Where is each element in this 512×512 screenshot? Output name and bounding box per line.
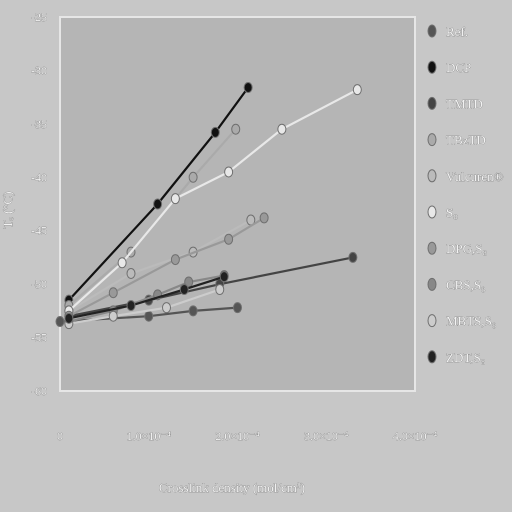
legend-label: MBTS,S₈ bbox=[446, 314, 496, 329]
data-point bbox=[219, 271, 229, 283]
legend-label: DPG,S₈ bbox=[446, 241, 487, 256]
data-point bbox=[188, 305, 198, 317]
series-layer bbox=[55, 82, 362, 330]
data-point bbox=[170, 193, 180, 205]
series-line bbox=[68, 219, 252, 312]
legend-label: Ref. bbox=[446, 24, 468, 39]
legend-marker bbox=[427, 96, 437, 110]
data-point bbox=[243, 82, 253, 94]
legend-marker bbox=[427, 24, 437, 38]
data-point bbox=[233, 302, 242, 314]
series-9 bbox=[64, 271, 229, 324]
y-axis-ticks: -25 -30 -35 -40 -45 -50 -55 -60 bbox=[31, 10, 48, 399]
series-line bbox=[59, 306, 238, 323]
legend-marker bbox=[427, 277, 437, 291]
x-axis-ticks: 0 1.0×10⁻⁴ 2.0×10⁻⁴ 3.0×10⁻⁴ 4.0×10⁻⁴ bbox=[57, 429, 438, 444]
data-point bbox=[348, 251, 358, 263]
legend-marker bbox=[427, 241, 437, 255]
legend-label: TBzTD bbox=[446, 133, 486, 148]
series-line bbox=[68, 88, 358, 312]
legend-label: CBS,S₈ bbox=[446, 277, 486, 292]
data-point bbox=[108, 310, 118, 322]
y-tick-label: -60 bbox=[31, 384, 47, 398]
y-tick-label: -45 bbox=[31, 224, 47, 238]
data-point bbox=[153, 198, 163, 210]
data-point bbox=[224, 166, 234, 178]
data-point bbox=[259, 212, 269, 224]
x-tick-label: 3.0×10⁻⁴ bbox=[304, 429, 348, 443]
legend-marker bbox=[427, 60, 437, 74]
data-point bbox=[126, 267, 136, 279]
data-point bbox=[352, 84, 362, 96]
data-point bbox=[144, 310, 154, 322]
plot-area bbox=[59, 16, 416, 392]
data-point bbox=[170, 254, 180, 266]
series-0 bbox=[55, 302, 242, 328]
x-tick-label: 0 bbox=[57, 429, 63, 443]
data-point bbox=[64, 312, 74, 324]
y-tick-label: -35 bbox=[31, 117, 47, 131]
data-point bbox=[117, 257, 127, 269]
legend-label: Vulcuren® bbox=[446, 169, 504, 184]
data-point bbox=[188, 171, 198, 183]
data-point bbox=[215, 283, 225, 295]
data-point bbox=[126, 300, 136, 312]
data-point bbox=[108, 287, 118, 299]
legend-marker bbox=[427, 133, 437, 147]
series-line bbox=[68, 86, 250, 301]
y-tick-label: -30 bbox=[31, 63, 47, 77]
legend-marker bbox=[427, 350, 437, 364]
legend-label: DCP bbox=[446, 60, 471, 75]
data-point bbox=[277, 123, 287, 135]
series-1 bbox=[64, 82, 253, 306]
data-point bbox=[231, 123, 241, 135]
legend-label: S₈ bbox=[446, 205, 458, 220]
x-axis-title: Crosslink density (mol/cm³) bbox=[159, 480, 305, 495]
y-tick-label: -40 bbox=[31, 170, 47, 184]
legend-label: TMTD bbox=[446, 96, 483, 111]
y-tick-label: -55 bbox=[31, 331, 47, 345]
x-tick-label: 4.0×10⁻⁴ bbox=[393, 429, 437, 443]
y-tick-label: -25 bbox=[31, 10, 47, 24]
x-tick-label: 1.0×10⁻⁴ bbox=[127, 429, 171, 443]
data-point bbox=[224, 233, 234, 245]
series-line bbox=[68, 288, 221, 325]
legend-marker bbox=[427, 314, 437, 328]
series-6 bbox=[64, 212, 269, 322]
legend-label: ZDT,S₈ bbox=[446, 350, 485, 365]
x-tick-label: 2.0×10⁻⁴ bbox=[215, 429, 259, 443]
legend: Ref. DCP TMTD TBzTD Vulcuren® S₈ DPG,S₈ CBS,S₈ M… bbox=[427, 24, 504, 365]
y-axis-title: Tₑ (°C) bbox=[0, 191, 15, 228]
data-point bbox=[210, 126, 220, 138]
legend-marker bbox=[427, 169, 437, 183]
series-5 bbox=[64, 84, 362, 317]
series-line bbox=[68, 275, 225, 320]
data-point bbox=[179, 283, 189, 295]
data-point bbox=[55, 316, 65, 328]
data-point bbox=[162, 302, 171, 314]
y-tick-label: -50 bbox=[31, 277, 47, 291]
legend-marker bbox=[427, 205, 437, 219]
